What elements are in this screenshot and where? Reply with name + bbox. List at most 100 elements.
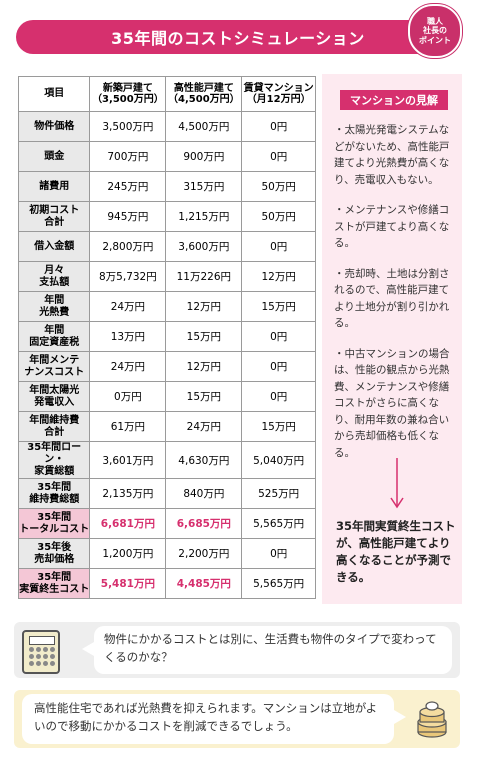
point-badge-text: 職人 社長の ポイント: [419, 17, 451, 45]
table-cell: 0円: [241, 141, 316, 172]
table-cell: 525万円: [241, 478, 316, 509]
table-cell: 5,565万円: [241, 568, 316, 599]
answer-bubble: 高性能住宅であれば光熱費を抑えられます。マンションは立地がよいので移動にかかるコ…: [22, 694, 406, 744]
table-row: 35年間 維持費総額 2,135万円 840万円 525万円: [17, 478, 316, 509]
table-cell: 8万5,732円: [89, 261, 167, 292]
table-cell: 50万円: [241, 201, 316, 232]
table-cell: 13万円: [89, 321, 167, 352]
table-cell: 12万円: [165, 291, 243, 322]
table-row: 35年間 実質終生コスト 5,481万円 4,485万円 5,565万円: [17, 568, 316, 599]
table-cell: 3,500万円: [89, 111, 167, 142]
table-cell: 6,685万円: [165, 508, 243, 539]
table-row: 初期コスト 合計 945万円 1,215万円 50万円: [17, 201, 316, 232]
table-cell: 11万226円: [165, 261, 243, 292]
table-cell: 6,681万円: [89, 508, 167, 539]
table-cell: 0円: [241, 538, 316, 569]
table-row: 物件価格 3,500万円 4,500万円 0円: [17, 111, 316, 142]
table-row: 頭金 700万円 900万円 0円: [17, 141, 316, 172]
table-cell: 5,481万円: [89, 568, 167, 599]
table-cell: 2,800万円: [89, 231, 167, 262]
table-cell: 315万円: [165, 171, 243, 202]
page-title: 35年間のコストシミュレーション: [16, 20, 460, 54]
table-cell: 3,600万円: [165, 231, 243, 262]
table-cell: 0円: [241, 111, 316, 142]
point-badge: 職人 社長の ポイント: [408, 4, 462, 58]
calculator-icon: [22, 630, 60, 674]
table-cell: 5,565万円: [241, 508, 316, 539]
question-bubble: 物件にかかるコストとは別に、生活費も物件のタイプで変わってくるのかな？: [82, 626, 452, 674]
table-cell: 0円: [241, 351, 316, 382]
sidebar-point: ・太陽光発電システムなどがないため、高性能戸建てより光熱費が高くなり、売電収入も…: [334, 124, 450, 186]
header-item: 項目: [17, 76, 91, 112]
row-label: 初期コスト 合計: [17, 201, 91, 232]
sidebar-title: マンションの見解: [340, 90, 448, 110]
table-cell: 0円: [241, 231, 316, 262]
header-rental-apartment: 賃貸マンション （月12万円）: [241, 76, 316, 112]
table-row: 35年間 トータルコスト 6,681万円 6,685万円 5,565万円: [17, 508, 316, 539]
table-row: 年間 固定資産税 13万円 15万円 0円: [17, 321, 316, 352]
row-label: 35年後 売却価格: [17, 538, 91, 569]
table-cell: 24万円: [89, 351, 167, 382]
table-cell: 2,135万円: [89, 478, 167, 509]
table-cell: 700万円: [89, 141, 167, 172]
table-cell: 840万円: [165, 478, 243, 509]
row-label: 35年間ローン・ 家賃総額: [17, 441, 91, 479]
table-row: 年間太陽光 発電収入 0万円 15万円 0円: [17, 381, 316, 412]
table-cell: 50万円: [241, 171, 316, 202]
table-cell: 12万円: [165, 351, 243, 382]
header-high-performance-house: 高性能戸建て （4,500万円）: [165, 76, 243, 112]
table-cell: 15万円: [165, 381, 243, 412]
table-row: 借入金額 2,800万円 3,600万円 0円: [17, 231, 316, 262]
table-row: 年間 光熱費 24万円 12万円 15万円: [17, 291, 316, 322]
table-cell: 4,485万円: [165, 568, 243, 599]
row-label: 諸費用: [17, 171, 91, 202]
row-label: 35年間 維持費総額: [17, 478, 91, 509]
table-cell: 1,200万円: [89, 538, 167, 569]
row-label: 借入金額: [17, 231, 91, 262]
sidebar-conclusion: 35年間実質終生コストが、高性能戸建てより高くなることが予測できる。: [336, 519, 456, 584]
table-cell: 1,215万円: [165, 201, 243, 232]
table-cell: 245万円: [89, 171, 167, 202]
cost-table: 項目 新築戸建て （3,500万円） 高性能戸建て （4,500万円） 賃貸マン…: [17, 76, 316, 599]
row-label: 年間メンテ ナンスコスト: [17, 351, 91, 382]
row-label: 年間 光熱費: [17, 291, 91, 322]
table-cell: 3,601万円: [89, 441, 167, 479]
row-label: 物件価格: [17, 111, 91, 142]
table-cell: 12万円: [241, 261, 316, 292]
row-label: 月々 支払額: [17, 261, 91, 292]
row-label: 頭金: [17, 141, 91, 172]
table-cell: 945万円: [89, 201, 167, 232]
table-cell: 61万円: [89, 411, 167, 442]
row-label: 35年間 実質終生コスト: [17, 568, 91, 599]
table-cell: 4,500万円: [165, 111, 243, 142]
table-cell: 900万円: [165, 141, 243, 172]
table-cell: 0万円: [89, 381, 167, 412]
table-cell: 15万円: [241, 411, 316, 442]
table-cell: 15万円: [165, 321, 243, 352]
sidebar-points: ・太陽光発電システムなどがないため、高性能戸建てより光熱費が高くなり、売電収入も…: [334, 122, 454, 475]
table-cell: 0円: [241, 321, 316, 352]
down-arrow-icon: [390, 458, 404, 509]
sidebar-point: ・中古マンションの場合は、性能の観点から光熱費、メンテナンスや修繕コストがさらに…: [334, 347, 450, 459]
table-header-row: 項目 新築戸建て （3,500万円） 高性能戸建て （4,500万円） 賃貸マン…: [17, 76, 316, 112]
table-cell: 2,200万円: [165, 538, 243, 569]
row-label: 年間維持費 合計: [17, 411, 91, 442]
table-row: 35年後 売却価格 1,200万円 2,200万円 0円: [17, 538, 316, 569]
table-cell: 4,630万円: [165, 441, 243, 479]
sidebar-panel: [322, 74, 462, 604]
table-cell: 5,040万円: [241, 441, 316, 479]
table-cell: 24万円: [89, 291, 167, 322]
table-cell: 0円: [241, 381, 316, 412]
table-row: 35年間ローン・ 家賃総額 3,601万円 4,630万円 5,040万円: [17, 441, 316, 479]
row-label: 年間太陽光 発電収入: [17, 381, 91, 412]
table-row: 諸費用 245万円 315万円 50万円: [17, 171, 316, 202]
coin-stack-icon: [417, 701, 447, 738]
table-row: 年間メンテ ナンスコスト 24万円 12万円 0円: [17, 351, 316, 382]
table-cell: 15万円: [241, 291, 316, 322]
row-label: 35年間 トータルコスト: [17, 508, 91, 539]
sidebar-point: ・売却時、土地は分割されるので、高性能戸建てより土地分が割り引かれる。: [334, 267, 450, 330]
sidebar-point: ・メンテナンスや修繕コストが戸建てより高くなる。: [334, 204, 450, 249]
table-row: 年間維持費 合計 61万円 24万円 15万円: [17, 411, 316, 442]
table-row: 月々 支払額 8万5,732円 11万226円 12万円: [17, 261, 316, 292]
page-title-text: 35年間のコストシミュレーション: [111, 29, 365, 48]
